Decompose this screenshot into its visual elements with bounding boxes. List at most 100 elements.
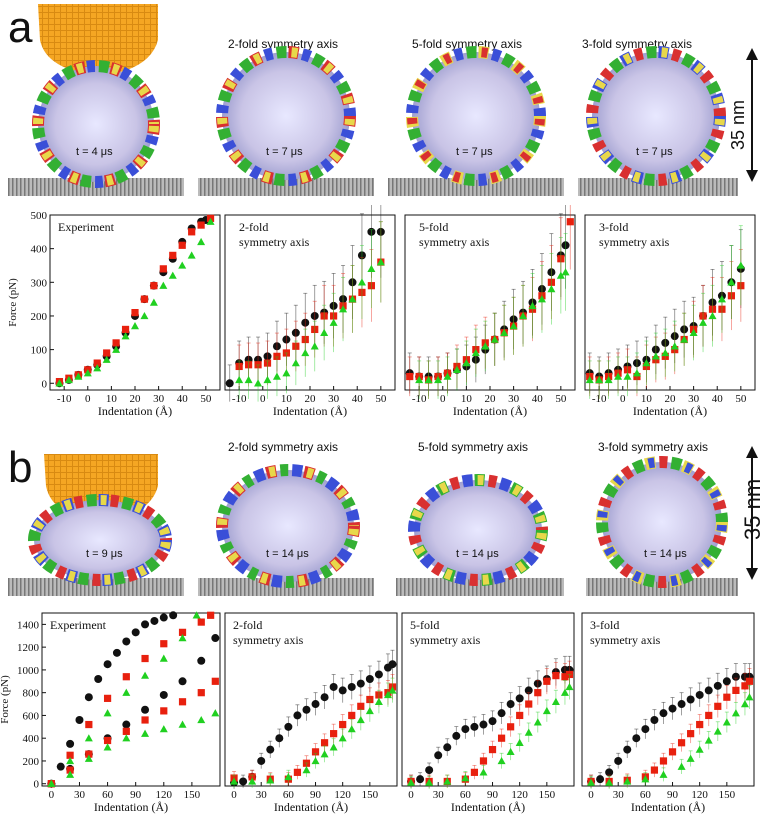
data-point-triangle <box>192 611 201 619</box>
data-point-circle <box>632 734 641 743</box>
capsid-snapshots-b <box>8 446 758 596</box>
data-point-circle <box>695 690 704 699</box>
data-point-circle <box>284 722 293 731</box>
data-point-circle <box>677 700 686 709</box>
substrate-b3 <box>396 578 564 596</box>
data-point-triangle <box>407 778 416 786</box>
data-point-square <box>406 372 414 381</box>
data-point-triangle <box>365 706 374 715</box>
data-point-circle <box>461 725 470 734</box>
plot-frame <box>404 214 576 391</box>
data-point-triangle <box>83 369 92 377</box>
data-point-triangle <box>338 734 347 742</box>
x-tick-label: 0 <box>440 393 446 405</box>
data-point-triangle <box>677 762 686 770</box>
data-point-square <box>732 686 740 694</box>
x-tick-label: 150 <box>539 789 556 801</box>
x-tick-label: 40 <box>177 393 189 405</box>
data-point-triangle <box>320 328 329 336</box>
data-point-circle <box>731 672 740 681</box>
plot-label: symmetry axis <box>239 235 310 249</box>
data-point-triangle <box>661 348 670 357</box>
chart-b-0: 0 30 60 90 120 150 0 200 400 600 800 1000 1200 1400 In… <box>0 611 221 814</box>
data-point-square <box>357 702 365 710</box>
data-point-triangle <box>533 718 542 726</box>
capsid-b4 <box>596 456 728 588</box>
scale-bar-b <box>746 446 758 580</box>
data-point-circle <box>122 637 131 646</box>
data-point-circle <box>416 775 425 784</box>
data-point-triangle <box>103 709 112 717</box>
data-point-triangle <box>84 754 93 762</box>
x-tick-label: 120 <box>691 789 708 801</box>
data-point-circle <box>668 704 677 713</box>
series-green-triangle <box>415 233 570 399</box>
data-point-circle <box>596 775 605 784</box>
data-point-triangle <box>291 359 300 367</box>
y-tick-label: 200 <box>23 756 40 768</box>
data-point-circle <box>506 700 515 709</box>
series-green-triangle <box>587 684 754 789</box>
time-label-a4: t = 7 μs <box>636 146 673 158</box>
data-point-triangle <box>64 375 73 384</box>
data-point-circle <box>141 705 150 714</box>
data-point-triangle <box>149 298 158 306</box>
plot-label: symmetry axis <box>233 633 304 647</box>
data-point-circle <box>266 745 275 754</box>
data-point-triangle <box>103 743 112 751</box>
data-point-circle <box>497 709 506 718</box>
plot-label: 2-fold <box>233 618 262 632</box>
data-point-square <box>85 720 93 729</box>
data-point-circle <box>388 660 397 669</box>
x-tick-label: 0 <box>231 789 237 801</box>
data-point-square <box>293 768 302 776</box>
data-point-triangle <box>141 671 150 679</box>
data-point-triangle <box>560 688 569 696</box>
data-point-triangle <box>740 700 749 708</box>
substrate-a2 <box>198 178 374 196</box>
data-point-square <box>714 702 722 710</box>
data-point-triangle <box>47 779 56 787</box>
data-point-triangle <box>235 375 244 384</box>
data-point-circle <box>94 675 103 684</box>
data-point-triangle <box>497 756 506 765</box>
data-point-circle <box>141 620 150 629</box>
data-point-triangle <box>642 359 651 367</box>
data-point-square <box>160 707 168 715</box>
capsid-a3 <box>406 46 546 186</box>
data-point-square <box>141 716 149 724</box>
chart-a-1: -10 0 10 20 30 40 50 Indentation (Å) 2-foldsymme… <box>224 205 396 418</box>
data-point-triangle <box>266 776 275 784</box>
data-point-triangle <box>524 728 533 736</box>
data-point-circle <box>122 720 131 729</box>
data-point-triangle <box>651 352 660 360</box>
data-point-triangle <box>93 364 102 372</box>
x-tick-label: -10 <box>412 393 427 405</box>
x-tick-label: 10 <box>106 393 118 405</box>
data-point-square <box>668 748 677 756</box>
data-point-circle <box>302 705 311 714</box>
data-point-circle <box>479 720 488 729</box>
scale-bar-a <box>746 48 758 182</box>
x-tick-label: 30 <box>433 789 445 801</box>
data-point-triangle <box>84 734 93 742</box>
data-point-triangle <box>320 750 329 758</box>
data-point-triangle <box>528 301 537 310</box>
x-tick-label: 40 <box>352 393 364 405</box>
data-point-triangle <box>561 268 570 276</box>
data-point-square <box>488 745 497 754</box>
x-axis-label: Indentation (Å) <box>274 800 348 814</box>
data-point-circle <box>131 628 140 637</box>
x-tick-label: 20 <box>485 393 497 405</box>
x-tick-label: 150 <box>362 789 379 801</box>
x-axis-label: Indentation (Å) <box>273 404 347 418</box>
data-point-triangle <box>547 285 556 293</box>
data-point-square <box>140 295 149 303</box>
data-point-circle <box>75 715 84 724</box>
data-point-triangle <box>565 682 574 691</box>
data-point-circle <box>66 739 75 748</box>
data-point-triangle <box>623 372 632 380</box>
x-axis-label: Indentation (Å) <box>453 404 527 418</box>
y-tick-label: 1400 <box>17 619 40 631</box>
data-point-square <box>561 673 569 681</box>
